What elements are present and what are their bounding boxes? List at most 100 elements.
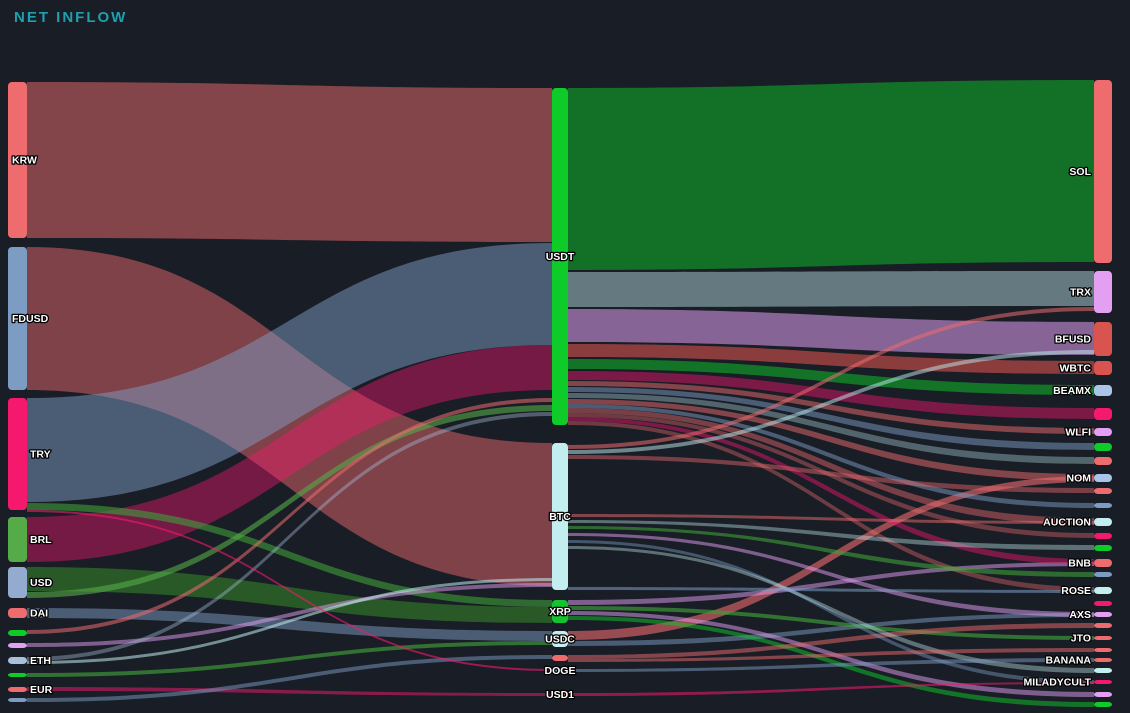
sankey-node-r-plum-1[interactable] <box>1094 692 1112 697</box>
sankey-link-BTC-to-TRX[interactable] <box>568 307 1094 449</box>
sankey-node-BEAMX[interactable] <box>1094 385 1112 396</box>
sankey-link-USDT-to-r-green-1[interactable] <box>568 387 1094 450</box>
sankey-link-USDC-to-NOM[interactable] <box>568 476 1094 640</box>
sankey-link-DOGE-to-BANANA[interactable] <box>568 658 1094 672</box>
sankey-node-r-slate-1[interactable] <box>1094 503 1112 508</box>
sankey-link-XRP-to-JTO[interactable] <box>568 606 1094 640</box>
sankey-node-r-salmon-3[interactable] <box>1094 623 1112 628</box>
sankey-link-BTC-to-r-slate-2[interactable] <box>568 526 1094 577</box>
sankey-node-BFUSD[interactable] <box>1094 322 1112 356</box>
sankey-link-USD-to-USDT[interactable] <box>27 405 552 598</box>
sankey-node-TRY[interactable] <box>8 398 27 510</box>
sankey-node-r-magenta-3[interactable] <box>1094 601 1112 606</box>
sankey-node-l-slate-1[interactable] <box>8 698 27 702</box>
sankey-node-USDC[interactable] <box>552 631 568 647</box>
sankey-link-USDT-to-BFUSD[interactable] <box>568 309 1094 355</box>
sankey-link-USDT-to-TRX[interactable] <box>568 271 1094 307</box>
sankey-link-l-slate-1-to-m-salmon-1[interactable] <box>27 655 552 702</box>
sankey-label-BNB: BNB <box>1068 558 1091 570</box>
sankey-link-USDT-to-WBTC[interactable] <box>568 344 1094 374</box>
sankey-node-BTC[interactable] <box>552 443 568 590</box>
sankey-node-AXS[interactable] <box>1094 612 1112 617</box>
sankey-link-ETH-to-BTC[interactable] <box>27 578 552 664</box>
sankey-link-XRP-to-r-green-3[interactable] <box>568 616 1094 707</box>
sankey-link-USDT-to-r-salmon-1[interactable] <box>568 393 1094 464</box>
sankey-link-m-salmon-1-to-r-salmon-4[interactable] <box>568 648 1094 662</box>
sankey-link-ETH-to-USDT[interactable] <box>27 412 552 661</box>
sankey-node-r-green-1[interactable] <box>1094 443 1112 451</box>
sankey-node-m-salmon-1[interactable] <box>552 655 568 661</box>
sankey-node-NOM[interactable] <box>1094 474 1112 482</box>
sankey-node-WLFI[interactable] <box>1094 428 1112 436</box>
sankey-node-r-salmon-1[interactable] <box>1094 457 1112 465</box>
sankey-label-XRP: XRP <box>549 606 571 618</box>
sankey-link-USDT-to-r-magenta-2[interactable] <box>568 413 1094 538</box>
sankey-link-USDT-to-BNB[interactable] <box>568 417 1094 565</box>
sankey-node-KRW[interactable] <box>8 82 27 238</box>
sankey-link-l-plum-1-to-BTC[interactable] <box>27 583 552 647</box>
sankey-node-l-green-1[interactable] <box>8 630 27 636</box>
sankey-node-WBTC[interactable] <box>1094 361 1112 375</box>
sankey-link-USDT-to-SOL[interactable] <box>568 80 1094 270</box>
sankey-node-l-plum-1[interactable] <box>8 643 27 648</box>
sankey-node-JTO[interactable] <box>1094 636 1112 640</box>
sankey-label-KRW: KRW <box>12 155 37 167</box>
sankey-node-USD1[interactable] <box>552 693 568 696</box>
sankey-link-TRY-to-DOGE[interactable] <box>27 510 552 671</box>
sankey-node-ETH[interactable] <box>8 657 27 664</box>
sankey-link-BTC-to-AXS[interactable] <box>568 533 1094 617</box>
sankey-node-AUCTION[interactable] <box>1094 518 1112 526</box>
sankey-link-BRL-to-USDT[interactable] <box>27 345 552 562</box>
sankey-node-DAI[interactable] <box>8 608 27 618</box>
sankey-node-DOGE[interactable] <box>552 669 568 672</box>
sankey-link-DAI-to-USDC[interactable] <box>27 608 552 641</box>
sankey-link-USDT-to-WLFI[interactable] <box>568 381 1094 434</box>
sankey-link-BTC-to-AUCTION[interactable] <box>568 514 1094 524</box>
sankey-link-BTC-to-MILADYCULT[interactable] <box>568 540 1094 684</box>
sankey-link-USDT-to-ROSE[interactable] <box>568 421 1094 592</box>
sankey-link-USDT-to-AUCTION[interactable] <box>568 408 1094 525</box>
sankey-node-SOL[interactable] <box>1094 80 1112 263</box>
sankey-node-XRP[interactable] <box>552 600 568 623</box>
sankey-link-BTC-to-r-green-2[interactable] <box>568 520 1094 550</box>
sankey-link-KRW-to-USDT[interactable] <box>27 82 552 242</box>
sankey-node-TRX[interactable] <box>1094 271 1112 313</box>
sankey-link-BTC-to-r-cyan-1[interactable] <box>568 546 1094 673</box>
sankey-node-MILADYCULT[interactable] <box>1094 680 1112 684</box>
sankey-node-BNB[interactable] <box>1094 559 1112 567</box>
sankey-node-USDT[interactable] <box>552 88 568 425</box>
sankey-link-USD1-to-MILADYCULT[interactable] <box>568 682 1094 696</box>
sankey-link-XRP-to-BNB[interactable] <box>568 562 1094 605</box>
sankey-link-EUR-to-USD1[interactable] <box>27 687 552 696</box>
sankey-node-USD[interactable] <box>8 567 27 598</box>
sankey-node-r-magenta-2[interactable] <box>1094 533 1112 539</box>
sankey-link-TRY-to-XRP[interactable] <box>27 503 552 607</box>
sankey-node-BRL[interactable] <box>8 517 27 562</box>
sankey-link-USDT-to-r-magenta-1[interactable] <box>568 371 1094 419</box>
sankey-link-l-green-1-to-USDT[interactable] <box>27 398 552 634</box>
sankey-link-USD-to-XRP[interactable] <box>27 567 552 623</box>
sankey-node-r-salmon-4[interactable] <box>1094 648 1112 652</box>
sankey-link-BTC-to-BFUSD[interactable] <box>568 350 1094 454</box>
sankey-link-BTC-to-ROSE[interactable] <box>568 587 1094 593</box>
sankey-link-m-salmon-1-to-r-salmon-3[interactable] <box>568 623 1094 659</box>
sankey-node-BANANA[interactable] <box>1094 658 1112 662</box>
sankey-link-l-green-2-to-USDC[interactable] <box>27 641 552 677</box>
sankey-link-TRY-to-USDT[interactable] <box>27 243 552 502</box>
sankey-node-r-green-3[interactable] <box>1094 702 1112 707</box>
sankey-node-r-green-2[interactable] <box>1094 545 1112 551</box>
sankey-node-r-cyan-1[interactable] <box>1094 668 1112 673</box>
sankey-link-BTC-to-r-salmon-2[interactable] <box>568 455 1094 493</box>
sankey-label-BANANA: BANANA <box>1046 655 1092 667</box>
sankey-link-USDT-to-r-slate-1[interactable] <box>568 404 1094 508</box>
sankey-node-r-magenta-1[interactable] <box>1094 408 1112 420</box>
sankey-node-r-salmon-2[interactable] <box>1094 488 1112 494</box>
sankey-label-MILADYCULT: MILADYCULT <box>1024 677 1092 689</box>
sankey-link-USDC-to-AXS[interactable] <box>568 613 1094 646</box>
sankey-link-USDT-to-NOM[interactable] <box>568 399 1094 481</box>
sankey-node-ROSE[interactable] <box>1094 587 1112 594</box>
sankey-node-r-slate-2[interactable] <box>1094 572 1112 577</box>
sankey-node-EUR[interactable] <box>8 687 27 692</box>
sankey-node-l-green-2[interactable] <box>8 673 27 677</box>
sankey-node-FDUSD[interactable] <box>8 247 27 390</box>
